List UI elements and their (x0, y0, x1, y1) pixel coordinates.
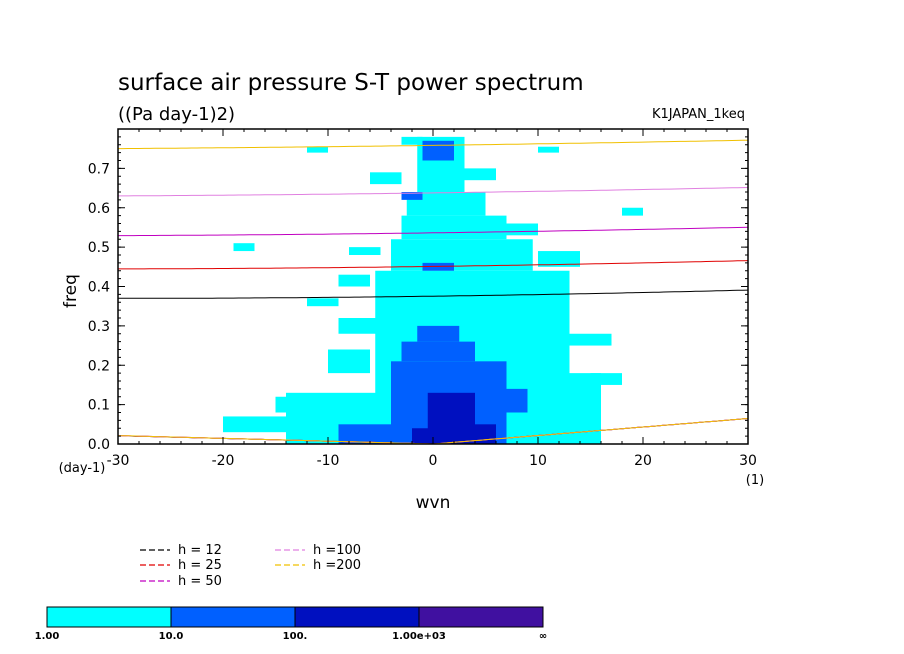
x-tick-label: 30 (739, 453, 757, 469)
shade-cyan (275, 396, 328, 413)
shade-cyan (370, 172, 402, 185)
shade-cyan (307, 298, 339, 307)
y-tick-label: 0.4 (88, 280, 110, 296)
shade-blue (401, 341, 475, 362)
shade-cyan (307, 146, 328, 153)
shade-cyan (406, 192, 486, 216)
shade-cyan (338, 274, 370, 287)
y-tick-label: 0.0 (88, 437, 110, 453)
shade-cyan (464, 168, 496, 181)
chart-title: surface air pressure S-T power spectrum (118, 70, 584, 96)
colorbar-swatch (46, 606, 172, 628)
shade-cyan (401, 215, 507, 240)
x-tick-label: -20 (212, 453, 235, 469)
shade-cyan (401, 136, 423, 145)
legend-label: h = 12 (178, 543, 222, 558)
dispersion-curve-50 (118, 226, 748, 237)
colorbar-label: 1.00 (35, 631, 60, 642)
shade-blue (338, 424, 391, 444)
x-tick-label: 10 (529, 453, 547, 469)
legend-label: h =100 (313, 543, 361, 558)
run-label: K1JAPAN_1keq (652, 107, 745, 122)
colorbar-label: ∞ (539, 631, 547, 642)
shade-cyan (338, 318, 381, 334)
dispersion-curve-100 (118, 186, 748, 197)
legend-label: h = 50 (178, 574, 222, 589)
axis-ticks: -30 -20 -10 0 10 20 30 0.0 0.1 0.2 0.3 0.4 0.5 0.6 0.7 (88, 128, 757, 469)
x-tick-label: -30 (107, 453, 130, 469)
y-tick-label: 0.2 (88, 358, 110, 374)
shade-cyan (517, 333, 559, 374)
shade-cyan (590, 373, 622, 385)
colorbar-swatch (418, 606, 544, 628)
colorbar-label: 100. (283, 631, 308, 642)
y-tick-label: 0.5 (88, 240, 110, 256)
shade-cyan (538, 251, 580, 267)
shade-cyan (559, 333, 612, 346)
shade-navy (412, 428, 433, 444)
shade-cyan (328, 349, 370, 374)
legend-label: h =200 (313, 558, 361, 573)
shade-cyan (349, 247, 381, 255)
y-tick-label: 0.1 (88, 398, 110, 414)
shade-cyan (622, 207, 643, 216)
dispersion-curve-200 (118, 139, 748, 150)
y-tick-label: 0.3 (88, 319, 110, 335)
dispersion-curve-25 (118, 260, 748, 270)
shade-cyan (233, 243, 255, 252)
x-tick-label: -10 (317, 453, 340, 469)
legend-label: h = 25 (178, 558, 222, 573)
spectrum-shading (223, 136, 643, 444)
y-tick-label: 0.7 (88, 161, 110, 177)
colorbar-swatch (294, 606, 420, 628)
shade-cyan (538, 146, 559, 153)
shade-cyan (517, 274, 559, 295)
x-axis-label: wvn (416, 493, 451, 513)
shade-navy (454, 424, 496, 444)
y-unit-label: (day-1) (59, 461, 106, 476)
colorbar: 1.00 10.0 100. 1.00e+03 ∞ (35, 606, 547, 642)
chart-subtitle: ((Pa day-1)2) (118, 104, 235, 125)
dispersion-curve-12 (118, 289, 748, 299)
colorbar-label: 10.0 (159, 631, 184, 642)
shade-blue (401, 192, 423, 200)
y-tick-label: 0.6 (88, 201, 110, 217)
x-tick-label: 20 (634, 453, 652, 469)
y-axis-label: freq (61, 274, 81, 308)
colorbar-label: 1.00e+03 (392, 631, 446, 642)
shade-blue (422, 140, 454, 161)
x-unit-label: (1) (746, 473, 764, 488)
shade-blue (485, 388, 528, 413)
dispersion-curve-200 (432, 417, 748, 444)
x-tick-label: 0 (429, 453, 438, 469)
shade-blue (417, 325, 460, 342)
shade-cyan (496, 223, 538, 236)
colorbar-swatch (170, 606, 296, 628)
